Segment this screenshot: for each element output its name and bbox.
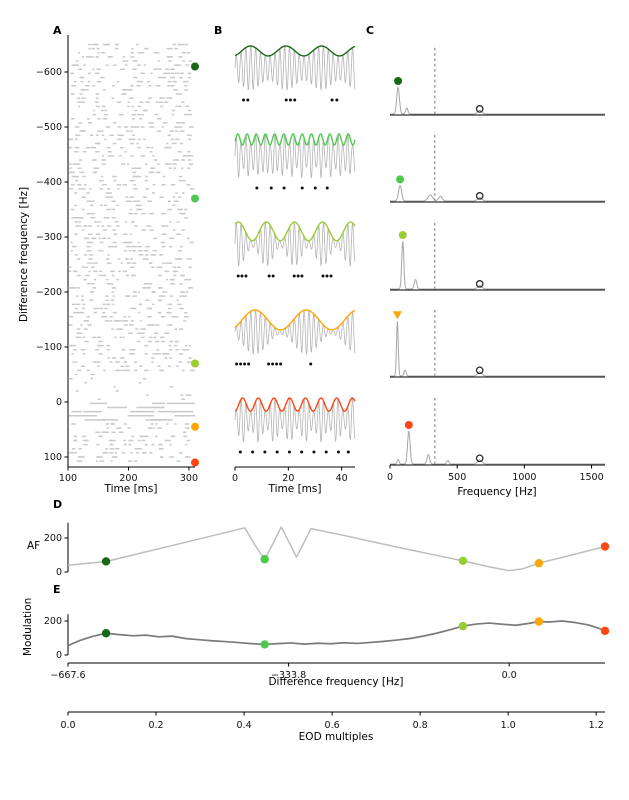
a-x-axis-label: Time [ms] [104, 483, 158, 495]
svg-text:0.0: 0.0 [502, 670, 517, 681]
d-y-axis-label: AF [27, 540, 41, 552]
panel-label-d: D [53, 498, 63, 511]
e-x-axis-label: Difference frequency [Hz] [268, 676, 404, 688]
svg-text:0: 0 [387, 472, 393, 483]
svg-text:−600: −600 [36, 67, 62, 78]
svg-text:20: 20 [282, 473, 294, 484]
svg-text:200: 200 [44, 533, 62, 544]
svg-text:500: 500 [448, 472, 466, 483]
svg-text:1500: 1500 [579, 472, 603, 483]
svg-text:0.6: 0.6 [325, 720, 340, 731]
b-x-axis-label: Time [ms] [268, 483, 322, 495]
svg-text:0: 0 [56, 567, 62, 578]
panel-label-e: E [53, 583, 61, 596]
svg-text:100: 100 [44, 452, 62, 463]
panel-c-spectrum-plots: 0 500 1000 1500 [387, 45, 605, 483]
panel-label-b: B [214, 24, 223, 37]
c-x-axis-label: Frequency [Hz] [457, 486, 537, 498]
eod-axis-label: EOD multiples [298, 731, 374, 743]
panel-label-c: C [366, 24, 375, 37]
svg-text:300: 300 [180, 473, 198, 484]
svg-text:0.2: 0.2 [148, 720, 163, 731]
svg-text:0.4: 0.4 [237, 720, 252, 731]
panel-a-raster-plot: −600 −500 −400 −300 −200 −100 0 100 100 200 300 [36, 35, 199, 484]
svg-text:0: 0 [232, 473, 238, 484]
svg-text:100: 100 [59, 473, 77, 484]
svg-text:1.2: 1.2 [589, 720, 604, 731]
panel-b-waveform-plots: 0 20 40 [232, 45, 356, 484]
svg-text:0.0: 0.0 [60, 720, 75, 731]
svg-text:1.0: 1.0 [501, 720, 516, 731]
svg-text:−200: −200 [36, 287, 62, 298]
svg-text:40: 40 [336, 473, 348, 484]
svg-text:0: 0 [56, 650, 62, 661]
panel-d-af-plot: 0 200 [44, 522, 610, 578]
svg-text:200: 200 [119, 473, 137, 484]
a-y-axis-label: Difference frequency [Hz] [18, 186, 30, 322]
eod-multiples-axis: 0.0 0.2 0.4 0.6 0.8 1.0 1.2 [60, 711, 605, 731]
svg-text:0: 0 [56, 397, 62, 408]
svg-text:0.8: 0.8 [413, 720, 428, 731]
svg-text:−500: −500 [36, 122, 62, 133]
svg-text:−400: −400 [36, 177, 62, 188]
panel-e-modulation-plot: 0 200 −667.6 −333.8 0.0 [44, 614, 610, 681]
svg-text:−333.8: −333.8 [271, 670, 306, 681]
svg-text:1000: 1000 [512, 472, 536, 483]
svg-text:−100: −100 [36, 342, 62, 353]
svg-text:−300: −300 [36, 232, 62, 243]
svg-text:−667.6: −667.6 [50, 670, 85, 681]
svg-text:200: 200 [44, 616, 62, 627]
panel-label-a: A [53, 24, 62, 37]
